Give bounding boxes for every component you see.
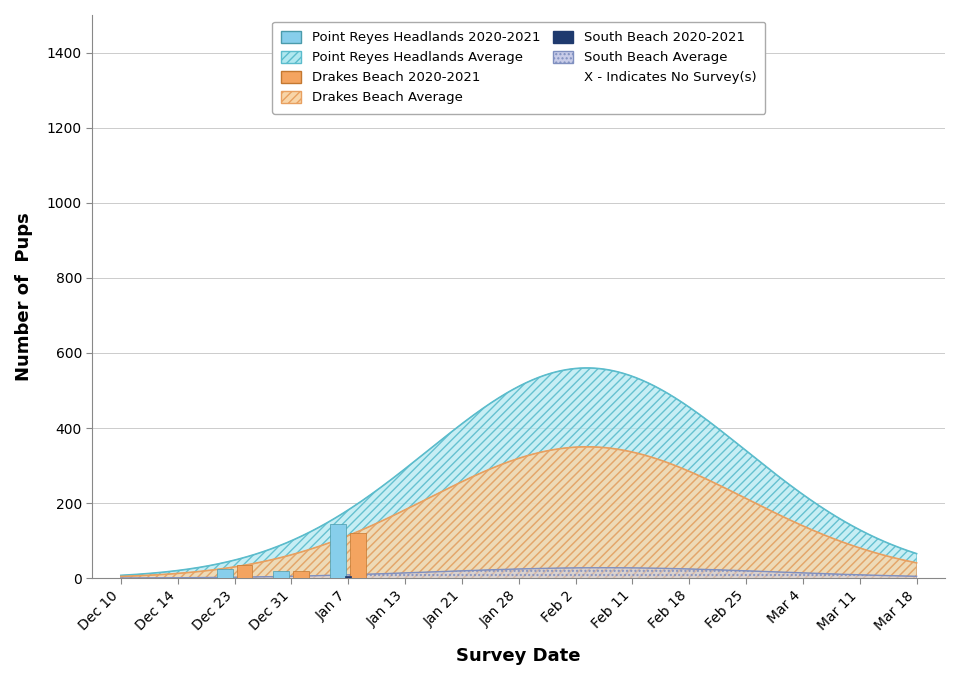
Bar xyxy=(346,577,351,578)
Bar xyxy=(236,565,252,578)
Legend: Point Reyes Headlands 2020-2021, Point Reyes Headlands Average, Drakes Beach 202: Point Reyes Headlands 2020-2021, Point R… xyxy=(272,22,765,114)
Bar xyxy=(330,524,347,578)
Bar xyxy=(217,569,232,578)
Bar xyxy=(274,571,289,578)
Y-axis label: Number of  Pups: Number of Pups xyxy=(15,212,33,381)
X-axis label: Survey Date: Survey Date xyxy=(456,647,581,665)
Bar xyxy=(350,533,366,578)
Bar xyxy=(294,571,309,578)
